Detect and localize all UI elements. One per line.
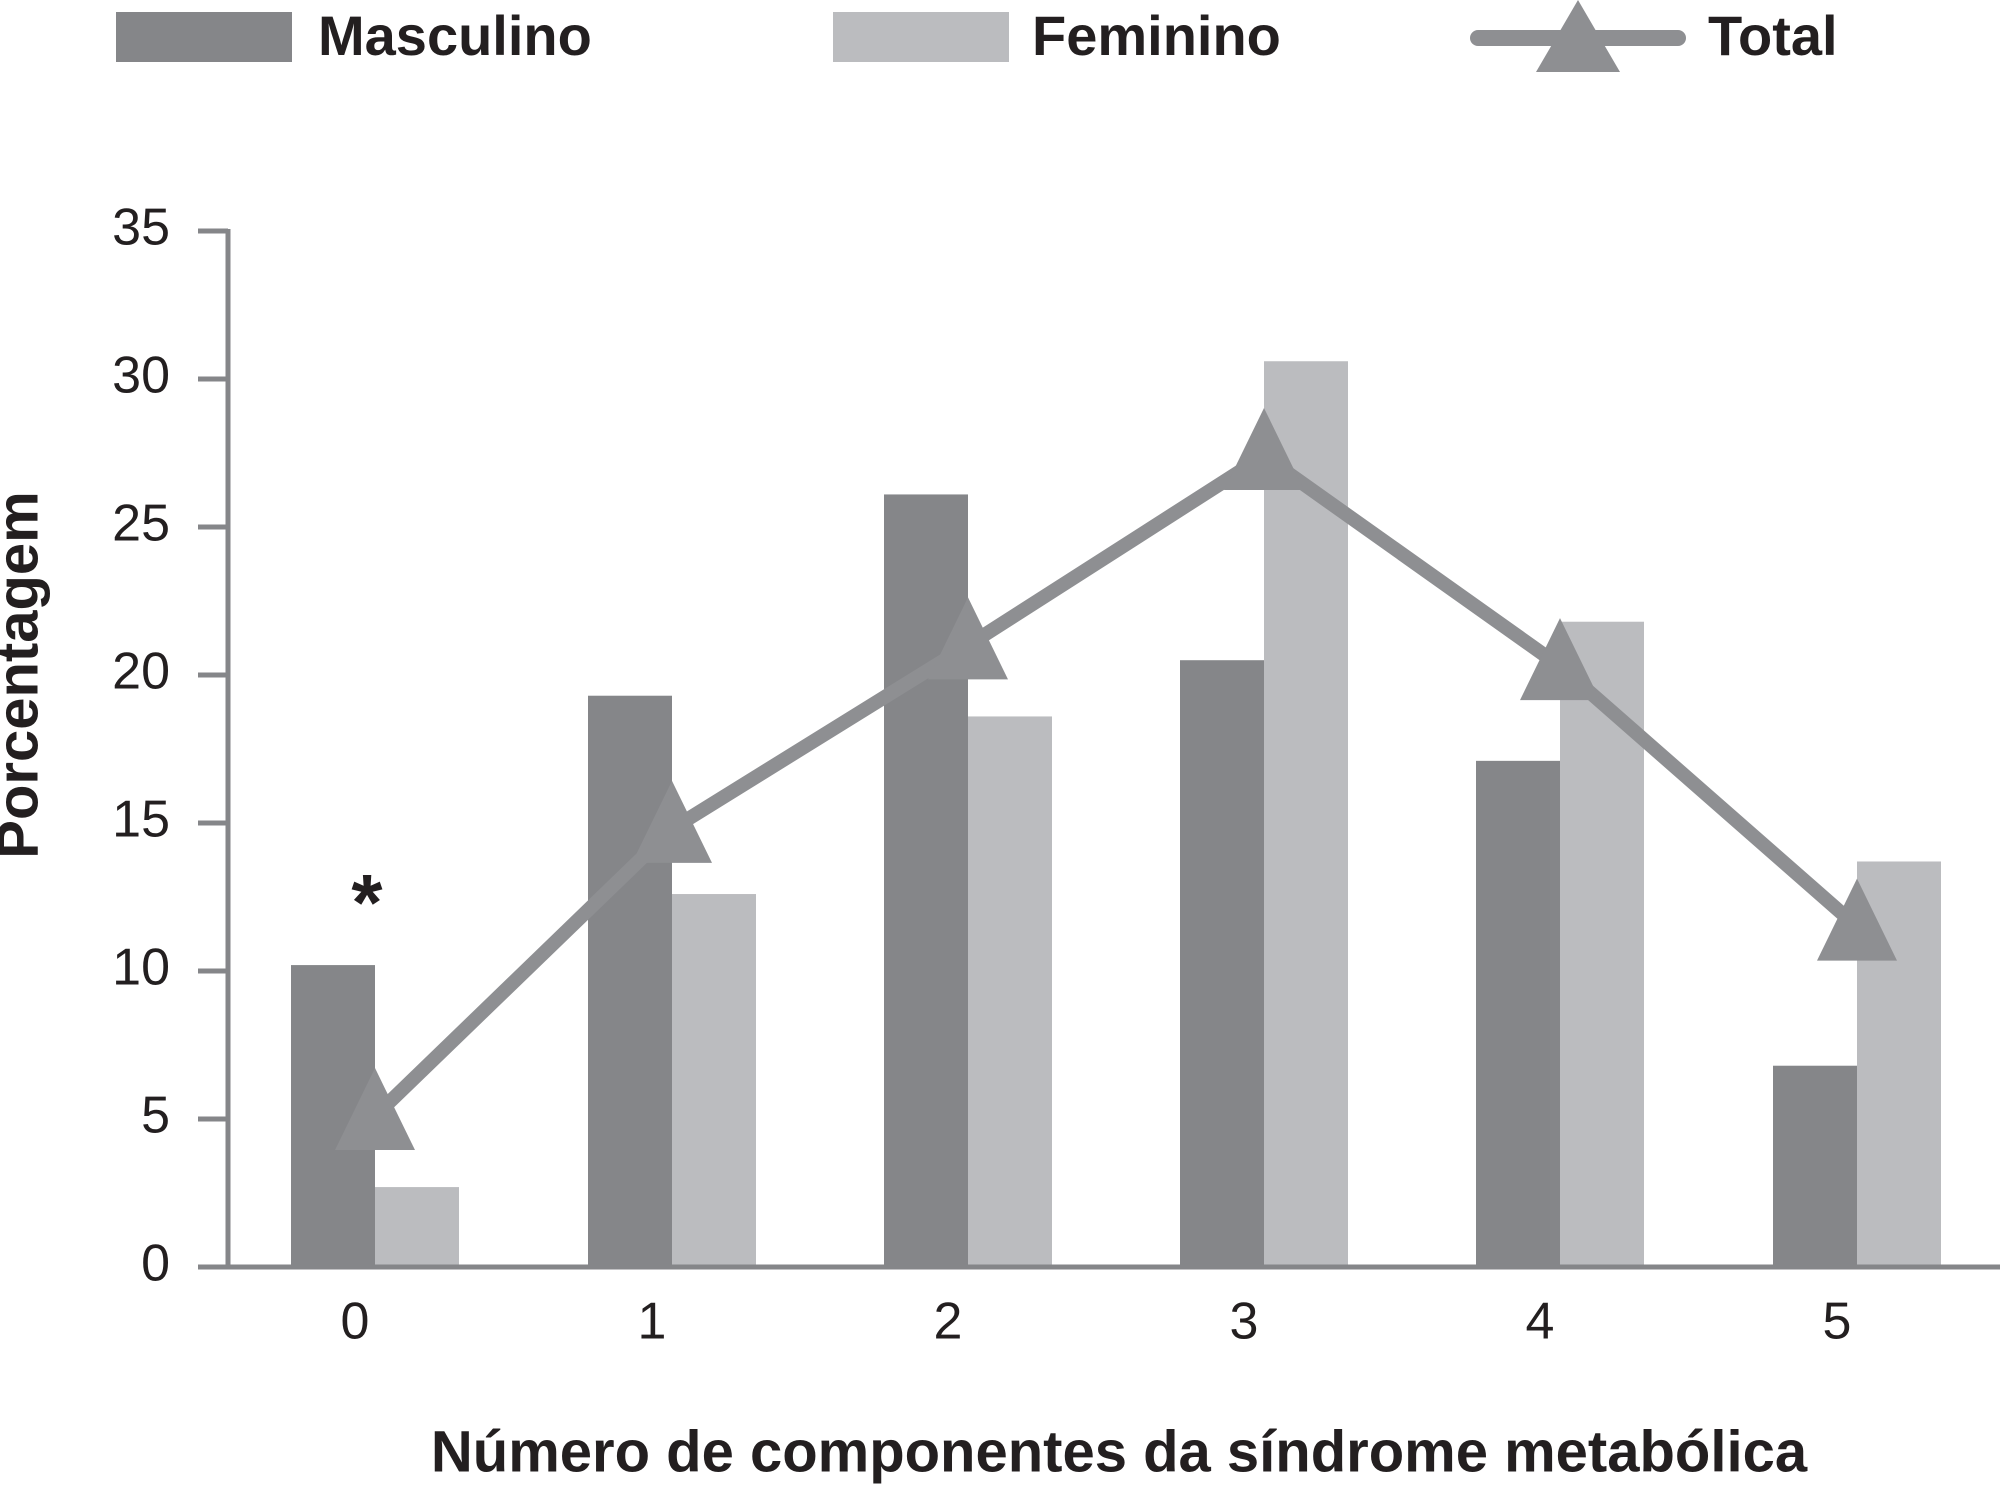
bar-feminino-1: [672, 894, 756, 1267]
total-marker-5: [1817, 878, 1897, 961]
y-tick-label: 35: [112, 199, 170, 257]
x-axis-title: Número de componentes da síndrome metabó…: [431, 1419, 1808, 1484]
x-tick-label: 0: [341, 1293, 370, 1351]
y-tick-label: 10: [112, 939, 170, 997]
y-axis-title: Porcentagem: [0, 491, 50, 858]
y-tick-label: 0: [141, 1235, 170, 1293]
bar-masculino-3: [1180, 660, 1264, 1267]
x-tick-label: 5: [1823, 1293, 1852, 1351]
total-marker-3: [1224, 407, 1304, 490]
legend-label: Total: [1708, 4, 1838, 67]
bar-masculino-2: [884, 494, 968, 1267]
y-tick-label: 5: [141, 1087, 170, 1145]
legend-label: Feminino: [1032, 4, 1281, 67]
total-marker-2: [928, 597, 1008, 680]
bar-masculino-4: [1476, 760, 1560, 1267]
legend-swatch: [116, 12, 292, 62]
total-line: [335, 407, 1897, 1151]
legend-item-feminino: Feminino: [833, 4, 1281, 67]
bar-feminino-0: [375, 1187, 459, 1267]
bar-masculino-1: [588, 695, 672, 1267]
bar-feminino-2: [968, 716, 1052, 1267]
bar-feminino-3: [1264, 361, 1348, 1267]
total-marker-0: [335, 1068, 415, 1151]
bar-feminino-4: [1560, 621, 1644, 1267]
y-tick-label: 30: [112, 347, 170, 405]
legend-triangle-marker: [1536, 0, 1620, 72]
bar-masculino-5: [1773, 1065, 1857, 1267]
bars: [291, 361, 1941, 1267]
legend-item-masculino: Masculino: [116, 4, 592, 67]
x-tick-label: 4: [1526, 1293, 1555, 1351]
legend: Masculino Feminino Total: [116, 0, 1838, 72]
total-marker-4: [1520, 618, 1600, 701]
x-tick-label: 3: [1230, 1293, 1259, 1351]
legend-swatch: [833, 12, 1009, 62]
legend-item-total: Total: [1470, 0, 1838, 72]
y-tick-label: 25: [112, 495, 170, 553]
y-tick-label: 20: [112, 643, 170, 701]
x-tick-label: 2: [934, 1293, 963, 1351]
axes: [198, 228, 2000, 1270]
labels: 0 5 10 15 20 25 30 35 0 1 2 3 4 5 * Número de component…: [0, 199, 1851, 1485]
y-tick-label: 15: [112, 791, 170, 849]
legend-label: Masculino: [318, 4, 592, 67]
significance-asterisk: *: [351, 858, 383, 947]
total-marker-1: [632, 780, 712, 863]
total-series-line: [370, 447, 1862, 1122]
x-tick-label: 1: [638, 1293, 667, 1351]
